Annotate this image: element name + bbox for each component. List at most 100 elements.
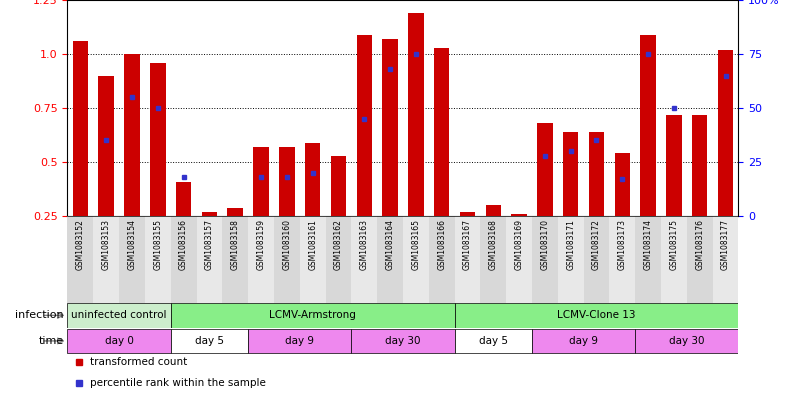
- Bar: [305, 143, 320, 216]
- Text: uninfected control: uninfected control: [71, 310, 167, 320]
- Bar: [713, 216, 738, 303]
- Bar: [584, 216, 610, 303]
- Text: percentile rank within the sample: percentile rank within the sample: [90, 378, 266, 388]
- Bar: [557, 216, 584, 303]
- Bar: [511, 214, 527, 216]
- Text: GSM1083177: GSM1083177: [721, 219, 730, 270]
- Text: GSM1083155: GSM1083155: [153, 219, 162, 270]
- Bar: [666, 115, 681, 216]
- Bar: [145, 216, 171, 303]
- Text: GSM1083158: GSM1083158: [231, 219, 240, 270]
- Bar: [326, 216, 351, 303]
- Text: LCMV-Armstrong: LCMV-Armstrong: [269, 310, 356, 320]
- Bar: [687, 216, 713, 303]
- Text: GSM1083175: GSM1083175: [669, 219, 678, 270]
- Bar: [563, 132, 578, 216]
- Bar: [635, 329, 738, 353]
- Bar: [429, 216, 454, 303]
- Bar: [150, 62, 165, 216]
- Text: infection: infection: [15, 310, 64, 320]
- Text: GSM1083173: GSM1083173: [618, 219, 626, 270]
- Bar: [588, 132, 604, 216]
- Bar: [248, 329, 351, 353]
- Text: GSM1083161: GSM1083161: [308, 219, 317, 270]
- Text: day 5: day 5: [479, 336, 508, 346]
- Bar: [67, 216, 94, 303]
- Text: GSM1083174: GSM1083174: [644, 219, 653, 270]
- Bar: [454, 329, 532, 353]
- Bar: [171, 216, 197, 303]
- Bar: [454, 303, 738, 328]
- Text: GSM1083167: GSM1083167: [463, 219, 472, 270]
- Bar: [67, 329, 171, 353]
- Bar: [330, 156, 346, 216]
- Bar: [532, 216, 557, 303]
- Bar: [197, 216, 222, 303]
- Bar: [67, 303, 171, 328]
- Bar: [73, 41, 88, 216]
- Text: day 0: day 0: [105, 336, 133, 346]
- Bar: [661, 216, 687, 303]
- Bar: [279, 147, 295, 216]
- Text: GSM1083163: GSM1083163: [360, 219, 368, 270]
- Bar: [532, 329, 635, 353]
- Text: GSM1083156: GSM1083156: [179, 219, 188, 270]
- Bar: [222, 216, 248, 303]
- Bar: [124, 54, 140, 216]
- Bar: [171, 329, 248, 353]
- Text: GSM1083153: GSM1083153: [102, 219, 110, 270]
- Text: GSM1083165: GSM1083165: [411, 219, 420, 270]
- Text: transformed count: transformed count: [90, 356, 187, 367]
- Text: GSM1083166: GSM1083166: [437, 219, 446, 270]
- Text: GSM1083154: GSM1083154: [128, 219, 137, 270]
- Bar: [403, 216, 429, 303]
- Text: GSM1083159: GSM1083159: [256, 219, 265, 270]
- Bar: [119, 216, 145, 303]
- Text: GSM1083162: GSM1083162: [334, 219, 343, 270]
- Bar: [460, 212, 475, 216]
- Bar: [253, 147, 268, 216]
- Text: GSM1083169: GSM1083169: [515, 219, 523, 270]
- Text: day 5: day 5: [195, 336, 224, 346]
- Bar: [227, 208, 243, 216]
- Bar: [615, 153, 630, 216]
- Bar: [610, 216, 635, 303]
- Bar: [202, 212, 217, 216]
- Text: day 9: day 9: [285, 336, 314, 346]
- Text: time: time: [38, 336, 64, 346]
- Text: GSM1083171: GSM1083171: [566, 219, 575, 270]
- Text: day 9: day 9: [569, 336, 598, 346]
- Bar: [408, 13, 424, 216]
- Bar: [98, 75, 114, 216]
- Bar: [300, 216, 326, 303]
- Text: GSM1083152: GSM1083152: [76, 219, 85, 270]
- Bar: [454, 216, 480, 303]
- Bar: [176, 182, 191, 216]
- Bar: [480, 216, 507, 303]
- Bar: [94, 216, 119, 303]
- Bar: [434, 48, 449, 216]
- Bar: [357, 35, 372, 216]
- Bar: [274, 216, 300, 303]
- Text: GSM1083170: GSM1083170: [541, 219, 549, 270]
- Text: GSM1083168: GSM1083168: [489, 219, 498, 270]
- Bar: [382, 39, 398, 216]
- Bar: [248, 216, 274, 303]
- Bar: [351, 216, 377, 303]
- Bar: [351, 329, 454, 353]
- Text: LCMV-Clone 13: LCMV-Clone 13: [557, 310, 636, 320]
- Bar: [537, 123, 553, 216]
- Bar: [485, 205, 501, 216]
- Text: GSM1083172: GSM1083172: [592, 219, 601, 270]
- Bar: [171, 303, 454, 328]
- Bar: [692, 115, 707, 216]
- Text: day 30: day 30: [669, 336, 704, 346]
- Bar: [507, 216, 532, 303]
- Bar: [640, 35, 656, 216]
- Text: GSM1083164: GSM1083164: [386, 219, 395, 270]
- Text: day 30: day 30: [385, 336, 421, 346]
- Bar: [377, 216, 403, 303]
- Bar: [718, 50, 734, 216]
- Bar: [635, 216, 661, 303]
- Text: GSM1083176: GSM1083176: [696, 219, 704, 270]
